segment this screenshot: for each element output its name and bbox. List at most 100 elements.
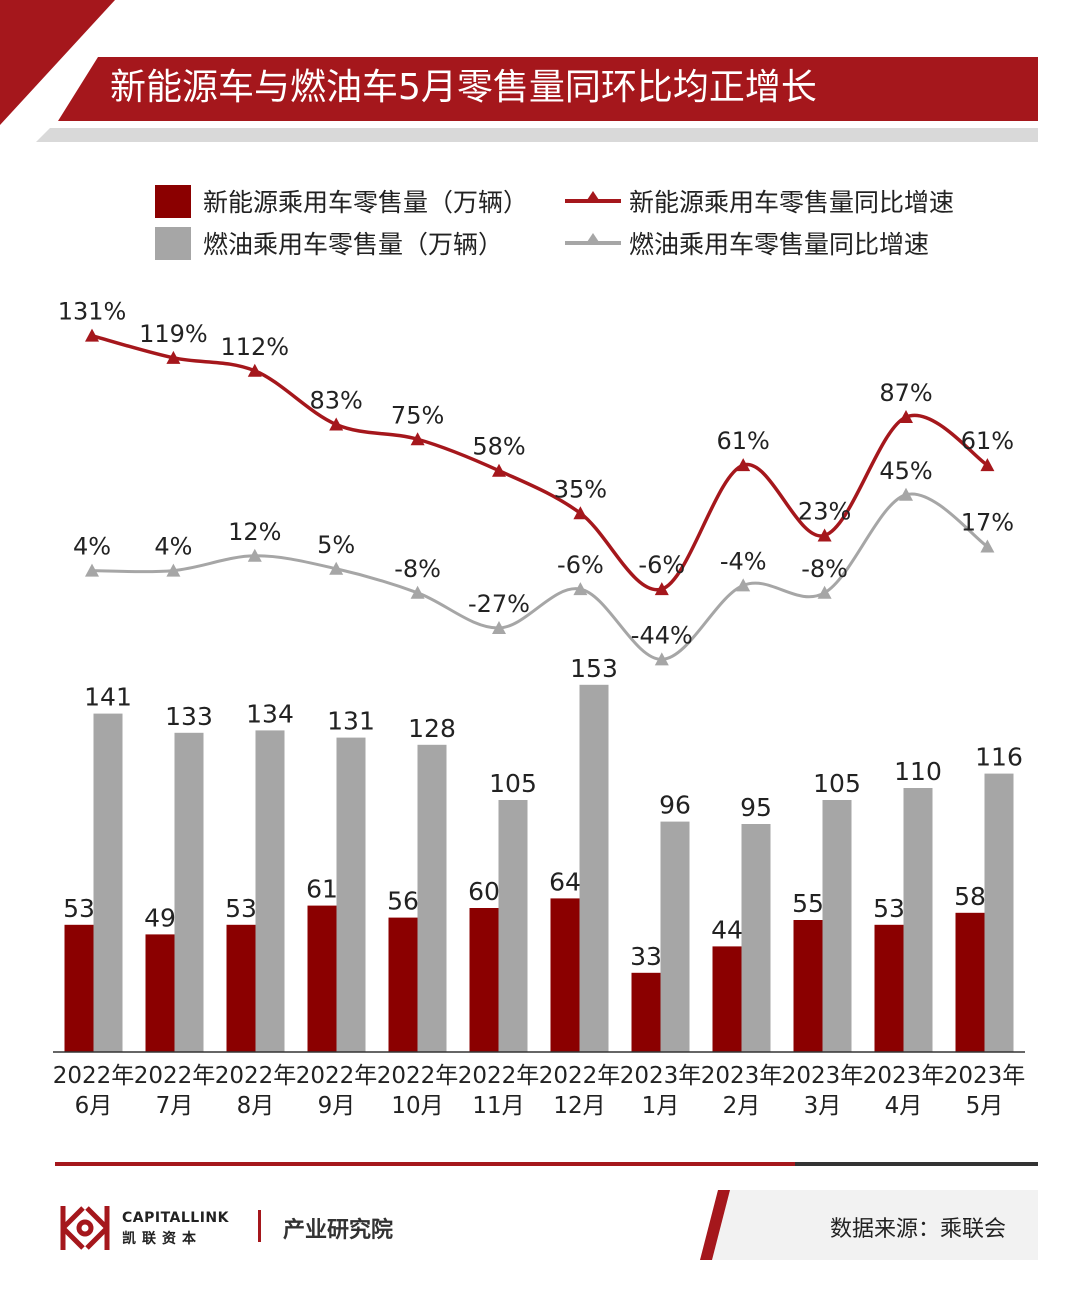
x-tick-label: 2023年 [863, 1063, 945, 1089]
x-tick-label: 12月 [553, 1093, 605, 1119]
x-tick-label: 2022年 [53, 1063, 135, 1089]
triangle-marker-icon [166, 350, 181, 364]
source-box [700, 1190, 1038, 1260]
triangle-marker-icon [410, 585, 425, 599]
triangle-marker-icon [329, 561, 344, 575]
bar [550, 898, 580, 1052]
x-tick-label: 2023年 [782, 1063, 864, 1089]
triangle-marker-icon [736, 458, 751, 472]
growth-label: 119% [139, 320, 208, 348]
title-bar [58, 57, 1038, 121]
growth-label: -27% [468, 590, 530, 618]
growth-label: 35% [554, 475, 607, 503]
growth-label: -6% [638, 551, 685, 579]
bar-value-label: 49 [144, 903, 176, 932]
bar [903, 788, 933, 1052]
triangle-marker-icon [899, 487, 913, 501]
footer-divider [55, 1162, 795, 1166]
triangle-marker-icon [166, 563, 181, 577]
growth-label: 5% [317, 531, 355, 559]
growth-label: 87% [879, 379, 932, 407]
growth-label: 75% [391, 401, 444, 429]
growth-label: 61% [717, 427, 770, 455]
triangle-marker-icon [247, 548, 262, 562]
legend-swatch [155, 184, 191, 218]
brand-separator [258, 1210, 261, 1242]
x-tick-label: 2022年 [134, 1063, 216, 1089]
growth-label: 4% [154, 533, 192, 561]
bar-value-label: 60 [468, 877, 500, 906]
bar [255, 730, 285, 1052]
bar [469, 908, 499, 1052]
bar-value-label: 53 [225, 894, 257, 923]
growth-label: -8% [394, 555, 441, 583]
triangle-marker-icon [329, 417, 344, 431]
x-tick-label: 10月 [391, 1093, 443, 1119]
bar-value-label: 44 [711, 915, 743, 944]
legend-item-nev-sales: 新能源乘用车零售量（万辆） [155, 183, 528, 219]
bar-value-label: 110 [894, 757, 942, 786]
triangle-marker-icon [736, 578, 751, 592]
bar-value-label: 64 [549, 867, 581, 896]
triangle-marker-icon [492, 463, 506, 477]
growth-label: 4% [73, 533, 111, 561]
triangle-marker-icon [85, 563, 99, 577]
legend-label: 新能源乘用车零售量（万辆） [203, 188, 529, 217]
x-tick-label: 6月 [75, 1093, 113, 1119]
growth-label: 61% [961, 427, 1014, 455]
x-tick-label: 4月 [885, 1093, 923, 1119]
x-tick-label: 8月 [237, 1093, 275, 1119]
bar-value-label: 133 [165, 702, 213, 731]
chart-legend: 新能源乘用车零售量（万辆） 新能源乘用车零售量同比增速 燃油乘用车零售量（万辆）… [155, 183, 1055, 263]
legend-item-ice-sales: 燃油乘用车零售量（万辆） [155, 225, 503, 261]
bar [579, 684, 609, 1052]
legend-item-ice-growth: 燃油乘用车零售量同比增速 [565, 225, 929, 261]
capitallink-logo-icon [60, 1206, 110, 1250]
bar-value-label: 128 [408, 714, 456, 743]
bar [174, 732, 204, 1052]
bar-value-label: 105 [489, 769, 537, 798]
bar [498, 800, 528, 1052]
bar [741, 824, 771, 1052]
legend-line-swatch [565, 191, 621, 203]
x-tick-label: 2022年 [377, 1063, 459, 1089]
bar [712, 946, 742, 1052]
bar [417, 744, 447, 1052]
corner-accent [0, 0, 115, 125]
bar-value-label: 33 [630, 942, 662, 971]
department-name: 产业研究院 [283, 1217, 394, 1243]
brand-name-cn: 凯联资本 [122, 1231, 202, 1247]
x-tick-label: 1月 [642, 1093, 680, 1119]
triangle-marker-icon [654, 582, 669, 596]
bar-value-label: 153 [570, 654, 618, 683]
legend-swatch [155, 226, 191, 260]
data-source: 数据来源：乘联会 [830, 1217, 1007, 1242]
growth-label: 45% [879, 457, 932, 485]
growth-label: 83% [310, 386, 363, 414]
bar [660, 821, 690, 1052]
triangle-marker-icon [980, 458, 995, 472]
bar-value-label: 56 [387, 887, 419, 916]
bar-value-label: 58 [954, 882, 986, 911]
legend-item-nev-growth: 新能源乘用车零售量同比增速 [565, 183, 954, 219]
growth-label: -8% [801, 555, 848, 583]
triangle-marker-icon [585, 233, 601, 245]
growth-label: 12% [228, 518, 281, 546]
x-tick-label: 9月 [318, 1093, 356, 1119]
title-underline [36, 128, 1038, 142]
triangle-marker-icon [654, 652, 669, 666]
bar-value-label: 141 [84, 683, 132, 712]
bar [336, 737, 366, 1052]
growth-label: -4% [720, 547, 767, 575]
x-tick-label: 3月 [804, 1093, 842, 1119]
x-tick-label: 5月 [966, 1093, 1004, 1119]
bar-value-label: 131 [327, 707, 375, 736]
growth-label: 23% [798, 497, 851, 525]
bar [793, 920, 823, 1052]
triangle-marker-icon [85, 328, 99, 342]
legend-label: 燃油乘用车零售量（万辆） [203, 230, 504, 259]
growth-line [91, 492, 989, 661]
bar [145, 934, 175, 1052]
bar [984, 773, 1014, 1052]
